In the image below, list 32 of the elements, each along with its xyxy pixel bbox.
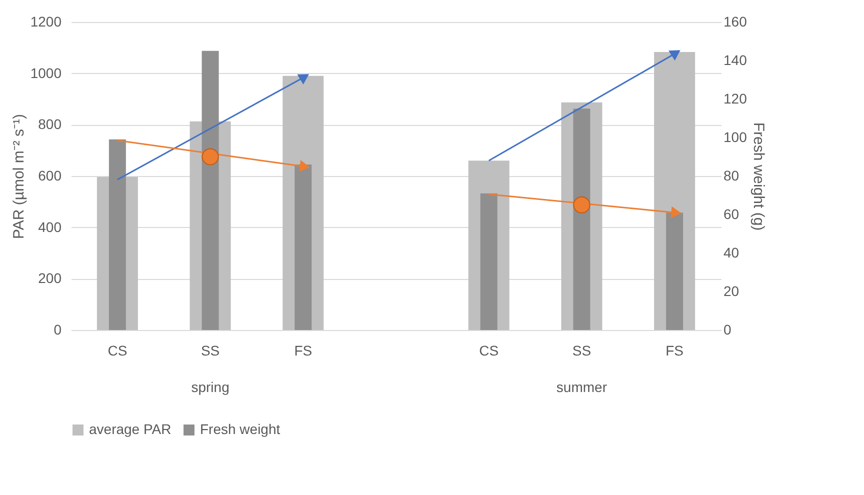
x-tick-label: FS: [294, 342, 312, 358]
point: [202, 148, 219, 166]
y-tick-label: 400: [38, 218, 62, 235]
y-axis-title: PAR (µmol m⁻² s⁻¹): [10, 114, 28, 240]
y2-tick-label: 160: [724, 14, 748, 30]
y-tick-label: 1000: [30, 64, 62, 81]
y-tick-label: 0: [54, 322, 62, 338]
legend-label: Fresh weight: [200, 421, 280, 437]
y2-tick-label: 100: [724, 129, 748, 145]
x-tick-label: CS: [108, 342, 128, 358]
y2-tick-label: 60: [724, 206, 740, 222]
x-tick-label: SS: [200, 342, 220, 358]
y2-tick-label: 120: [724, 90, 748, 106]
y2-axis-title: Fresh weight (g): [750, 122, 767, 231]
text: summer: [556, 379, 608, 395]
y-tick-label: 800: [38, 116, 62, 132]
text: spring: [191, 379, 230, 395]
x-tick-label: CS: [479, 342, 499, 358]
y-tick-label: 200: [38, 270, 62, 286]
y2-tick-label: 40: [724, 244, 740, 260]
y2-tick-label: 140: [724, 52, 748, 68]
bar: [666, 212, 684, 330]
y-tick-label: 1200: [30, 14, 62, 30]
y2-tick-label: 20: [724, 283, 740, 299]
x-tick-label: SS: [572, 342, 592, 358]
point: [573, 196, 590, 214]
x-tick-label: FS: [666, 342, 684, 358]
bar: [294, 164, 312, 330]
legend-label: average PAR: [89, 421, 172, 437]
y2-tick-label: 0: [724, 322, 732, 338]
y-tick-label: 600: [38, 168, 62, 184]
y2-tick-label: 80: [724, 168, 740, 184]
